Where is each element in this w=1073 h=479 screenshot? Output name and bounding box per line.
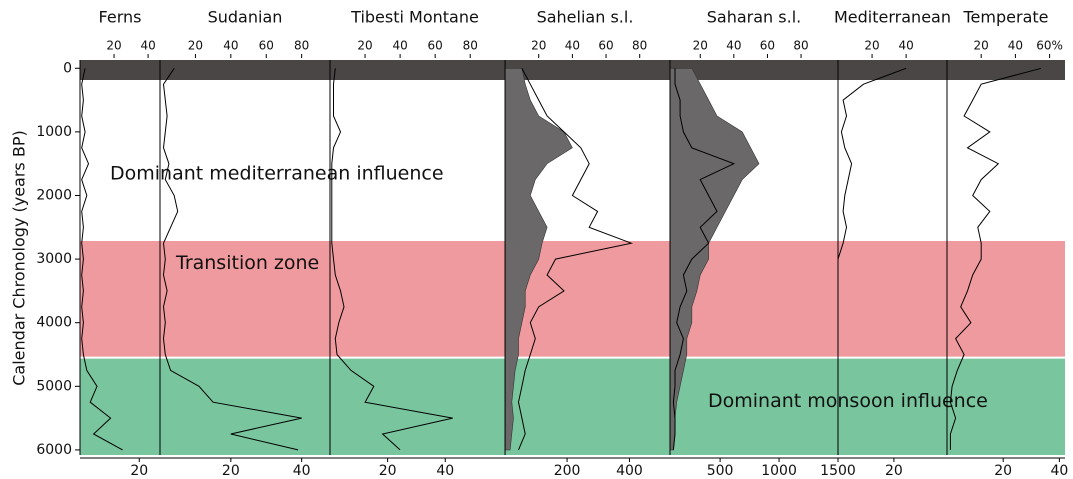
top-tick-label: 20 bbox=[531, 39, 546, 53]
zone bbox=[80, 357, 1065, 455]
top-tick-label: 80 bbox=[793, 39, 808, 53]
bottom-tick-label: 20 bbox=[885, 463, 903, 479]
top-tick-label: 80 bbox=[632, 39, 647, 53]
y-tick-label: 4000 bbox=[36, 315, 72, 331]
top-tick-label: 40 bbox=[1008, 39, 1023, 53]
top-tick-label: 20 bbox=[864, 39, 879, 53]
bottom-tick-label: 20 bbox=[130, 463, 148, 479]
top-tick-label: 60 bbox=[428, 39, 443, 53]
bottom-tick-label: 40 bbox=[293, 463, 311, 479]
top-tick-label: 60% bbox=[1036, 39, 1063, 53]
top-tick-label: 20 bbox=[693, 39, 708, 53]
y-tick-label: 5000 bbox=[36, 378, 72, 394]
y-tick-label: 0 bbox=[63, 60, 72, 76]
zone bbox=[80, 240, 1065, 358]
panel-name: Sudanian bbox=[208, 8, 283, 27]
area bbox=[669, 67, 760, 451]
top-tick-label: 40 bbox=[223, 39, 238, 53]
zone-label: Transition zone bbox=[175, 252, 319, 274]
bottom-tick-label: 1500 bbox=[820, 463, 856, 479]
axes: 0 1000 2000 3000 4000 5000 6000 Ferns 20 40 20 Suda… bbox=[36, 8, 1068, 479]
top-tick-label: 40 bbox=[392, 39, 407, 53]
top-tick-label: 80 bbox=[463, 39, 478, 53]
bottom-tick-label: 200 bbox=[554, 463, 581, 479]
panel-name: Mediterranean bbox=[834, 8, 951, 27]
zone-label: Dominant mediterranean influence bbox=[110, 162, 444, 184]
curves bbox=[81, 67, 1042, 451]
top-tick-label: 40 bbox=[140, 39, 155, 53]
y-tick-label: 3000 bbox=[36, 251, 72, 267]
area bbox=[504, 67, 573, 451]
top-tick-label: 20 bbox=[106, 39, 121, 53]
y-axis-label: Calendar Chronology (years BP) bbox=[10, 130, 29, 385]
top-tick-label: 40 bbox=[898, 39, 913, 53]
top-tick-label: 40 bbox=[565, 39, 580, 53]
top-tick-label: 60 bbox=[760, 39, 775, 53]
top-band bbox=[80, 60, 1065, 80]
bottom-tick-label: 20 bbox=[379, 463, 397, 479]
bottom-tick-label: 400 bbox=[616, 463, 643, 479]
y-tick-label: 1000 bbox=[36, 124, 72, 140]
curve bbox=[81, 68, 123, 451]
top-tick-label: 40 bbox=[726, 39, 741, 53]
curve bbox=[331, 68, 453, 451]
top-tick-label: 80 bbox=[294, 39, 309, 53]
panel-name: Sahelian s.l. bbox=[537, 8, 634, 27]
zone-label: Dominant monsoon influence bbox=[708, 390, 988, 412]
curve bbox=[162, 68, 302, 451]
top-tick-label: 20 bbox=[188, 39, 203, 53]
panel-name: Temperate bbox=[963, 8, 1049, 27]
curve bbox=[517, 68, 634, 451]
bottom-tick-label: 20 bbox=[222, 463, 240, 479]
top-tick-label: 60 bbox=[259, 39, 274, 53]
zones: Dominant mediterranean influence Transiti… bbox=[80, 68, 1065, 455]
zone bbox=[80, 68, 1065, 241]
bottom-tick-label: 20 bbox=[994, 463, 1012, 479]
bottom-tick-label: 40 bbox=[436, 463, 454, 479]
y-tick-label: 2000 bbox=[36, 187, 72, 203]
bottom-tick-label: 1000 bbox=[761, 463, 797, 479]
panel-name: Ferns bbox=[99, 8, 142, 27]
top-tick-label: 60 bbox=[598, 39, 613, 53]
top-tick-label: 20 bbox=[974, 39, 989, 53]
y-tick-label: 6000 bbox=[36, 442, 72, 458]
curve bbox=[949, 67, 1042, 450]
bottom-tick-label: 500 bbox=[707, 463, 734, 479]
top-tick-label: 20 bbox=[357, 39, 372, 53]
panel-name: Saharan s.l. bbox=[707, 8, 801, 27]
curve bbox=[672, 68, 736, 450]
bottom-tick-label: 40 bbox=[1050, 463, 1068, 479]
panel-name: Tibesti Montane bbox=[350, 8, 479, 27]
